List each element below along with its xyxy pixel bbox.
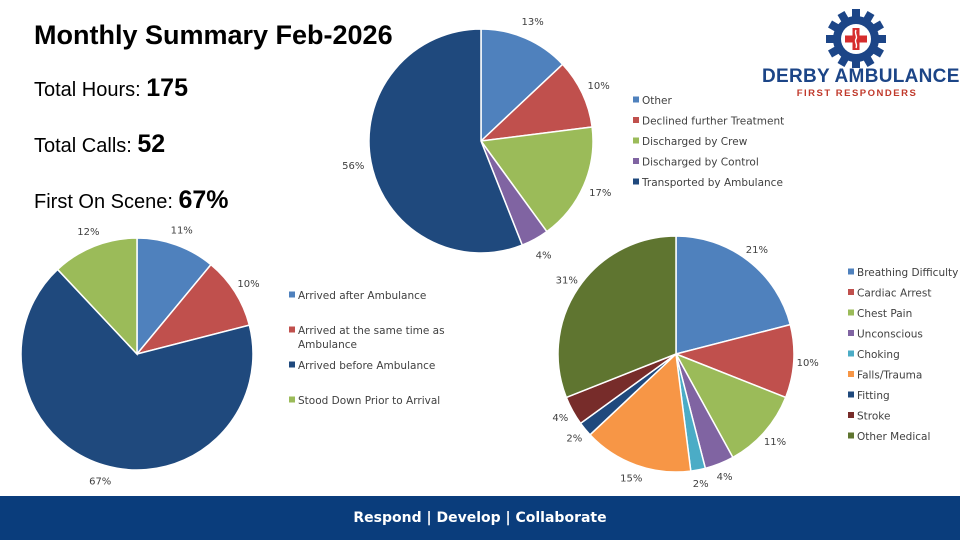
calltype-data-label: 4%	[552, 413, 568, 424]
total-hours-stat: Total Hours: 175	[34, 74, 188, 103]
calltype-legend-swatch	[848, 412, 854, 418]
calltype-data-label: 11%	[764, 437, 786, 448]
outcome-data-label: 17%	[589, 188, 611, 199]
outcome-legend-item: Declined further Treatment	[642, 116, 784, 128]
calltype-data-label: 10%	[797, 358, 819, 369]
calltype-data-label: 2%	[693, 479, 709, 490]
calltype-legend-swatch	[848, 432, 854, 439]
outcome-legend-swatch	[633, 137, 639, 144]
calltype-legend-swatch	[848, 268, 854, 275]
outcome-legend-swatch	[633, 178, 639, 185]
footer-banner: Respond | Develop | Collaborate	[0, 496, 960, 540]
logo: DERBY AMBULANCE FIRST RESPONDERS	[762, 8, 960, 104]
outcome-data-label: 4%	[536, 250, 552, 261]
calltype-data-label: 21%	[746, 245, 768, 256]
arrival-data-label: 67%	[89, 476, 111, 487]
outcome-slice	[479, 126, 594, 233]
arrival-legend-item: Arrived after Ambulance	[298, 290, 426, 302]
calltype-legend-item: Fitting	[857, 390, 890, 402]
outcome-legend-swatch	[633, 158, 639, 164]
calltype-slice	[674, 352, 787, 459]
calltype-legend-item: Unconscious	[857, 329, 923, 341]
first-on-scene-value: 67%	[178, 186, 229, 214]
outcome-legend-item: Discharged by Crew	[642, 136, 748, 148]
calltype-data-label: 31%	[556, 275, 578, 286]
calltype-slice	[588, 352, 692, 473]
first-on-scene-label: First On Scene:	[34, 191, 173, 213]
total-calls-label: Total Calls:	[34, 135, 132, 157]
total-calls-stat: Total Calls: 52	[34, 130, 165, 159]
arrival-legend-item: Arrived at the same time as Ambulance	[298, 325, 445, 351]
calltype-legend-item: Breathing Difficulty	[857, 267, 958, 279]
outcome-data-label: 13%	[521, 17, 543, 28]
logo-name: DERBY AMBULANCE	[762, 66, 960, 87]
arrival-legend-swatch	[289, 396, 295, 403]
total-hours-value: 175	[146, 74, 188, 102]
calltype-legend-swatch	[848, 330, 854, 336]
first-on-scene-stat: First On Scene: 67%	[34, 186, 229, 215]
arrival-legend-swatch	[289, 361, 295, 368]
arrival-slice	[20, 268, 254, 471]
outcome-legend-item: Other	[642, 95, 672, 107]
arrival-data-label: 12%	[77, 227, 99, 238]
total-hours-label: Total Hours:	[34, 79, 141, 101]
gear-emblem-icon	[826, 9, 886, 68]
calltype-legend-swatch	[848, 371, 854, 377]
calltype-slice	[557, 235, 677, 399]
calltype-legend-item: Other Medical	[857, 431, 930, 443]
outcome-legend-swatch	[633, 117, 639, 123]
calltype-slice	[675, 235, 792, 355]
calltype-legend-item: Chest Pain	[857, 308, 912, 320]
arrival-slice	[56, 237, 138, 356]
calltype-legend-item: Stroke	[857, 411, 890, 423]
outcome-data-label: 10%	[587, 81, 609, 92]
arrival-legend-swatch	[289, 291, 295, 298]
calltype-legend-swatch	[848, 391, 854, 398]
outcome-legend-item: Transported by Ambulance	[641, 177, 783, 189]
outcome-data-label: 56%	[342, 161, 364, 172]
calltype-legend-item: Cardiac Arrest	[857, 288, 931, 300]
logo-subtitle: FIRST RESPONDERS	[796, 88, 918, 99]
footer-tagline: Respond | Develop | Collaborate	[353, 510, 607, 526]
calltype-data-label: 4%	[717, 472, 733, 483]
outcome-slice	[368, 28, 524, 254]
arrival-legend-item: Arrived before Ambulance	[298, 360, 435, 372]
calltype-data-label: 15%	[620, 474, 642, 485]
calltype-legend-swatch	[848, 289, 854, 295]
outcome-slice	[480, 28, 564, 143]
calltype-legend-swatch	[848, 309, 854, 316]
arrival-data-label: 10%	[237, 279, 259, 290]
calltype-legend-item: Choking	[857, 349, 900, 361]
outcome-legend-item: Discharged by Control	[642, 157, 759, 169]
outcome-legend-swatch	[633, 96, 639, 103]
calltype-slice	[673, 323, 795, 399]
arrival-legend-swatch	[289, 326, 295, 333]
page-title: Monthly Summary Feb-2026	[34, 20, 393, 50]
total-calls-value: 52	[137, 130, 166, 158]
arrival-legend-item: Stood Down Prior to Arrival	[298, 395, 440, 407]
arrival-data-label: 11%	[171, 225, 193, 236]
calltype-legend-swatch	[848, 350, 854, 357]
calltype-legend-item: Falls/Trauma	[857, 370, 922, 382]
calltype-data-label: 2%	[566, 434, 582, 445]
arrival-slice	[136, 237, 212, 357]
